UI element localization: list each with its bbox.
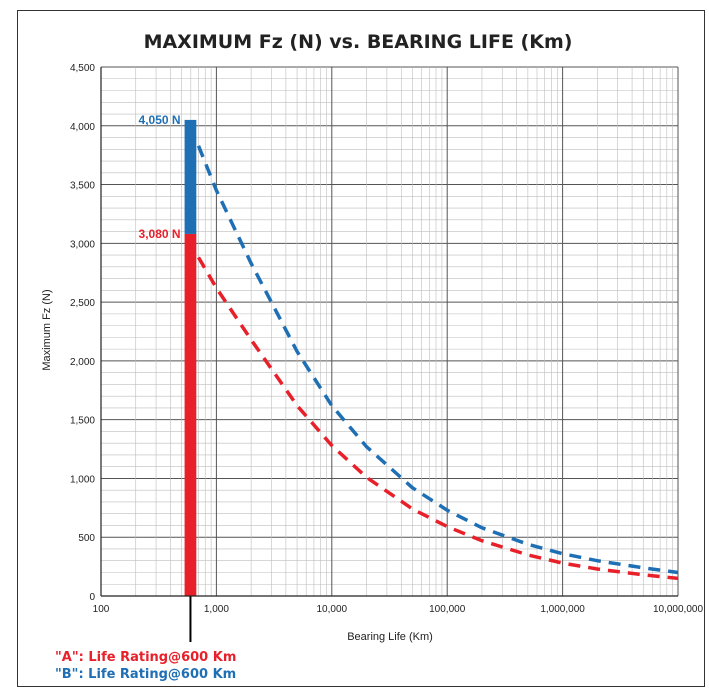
legend-item-a: "A": Life Rating@600 Km (55, 650, 237, 665)
value-annotation: 4,050 N (139, 113, 181, 127)
y-tick-label: 500 (78, 533, 95, 544)
y-tick-label: 2,000 (70, 357, 95, 368)
x-tick-label: 10,000,000 (653, 604, 703, 615)
y-tick-label: 4,000 (70, 122, 95, 133)
y-tick-label: 3,000 (70, 239, 95, 250)
legend-item-b: "B": Life Rating@600 Km (55, 667, 237, 682)
y-tick-label: 0 (89, 592, 95, 603)
bar-segment-0 (184, 233, 197, 596)
x-tick-label: 100 (93, 604, 110, 615)
labels: 0 500 1,000 1,500 2,000 2,500 3,000 3,500 4,000 4… (70, 63, 703, 615)
x-axis-label: Bearing Life (Km) (347, 631, 433, 643)
y-tick-label: 3,500 (70, 181, 95, 192)
x-tick-label: 1,000,000 (540, 604, 585, 615)
series-lines (196, 145, 679, 581)
y-tick-label: 4,500 (70, 63, 95, 74)
chart-title: MAXIMUM Fz (N) vs. BEARING LIFE (Km) (144, 31, 573, 53)
x-tick-label: 100,000 (429, 604, 466, 615)
y-tick-label: 1,500 (70, 416, 95, 427)
series-line-0 (196, 256, 679, 581)
series-line-1 (196, 145, 679, 575)
x-tick-label: 1,000 (204, 604, 229, 615)
value-annotation: 3,080 N (139, 227, 181, 241)
y-tick-label: 2,500 (70, 298, 95, 309)
bar-segment-1 (184, 119, 197, 234)
y-axis-label: Maximum Fz (N) (41, 289, 53, 370)
axes (100, 67, 678, 597)
chart-frame (17, 10, 705, 687)
life-rating-bar (184, 119, 197, 642)
x-tick-label: 10,000 (317, 604, 348, 615)
y-tick-label: 1,000 (70, 474, 95, 485)
